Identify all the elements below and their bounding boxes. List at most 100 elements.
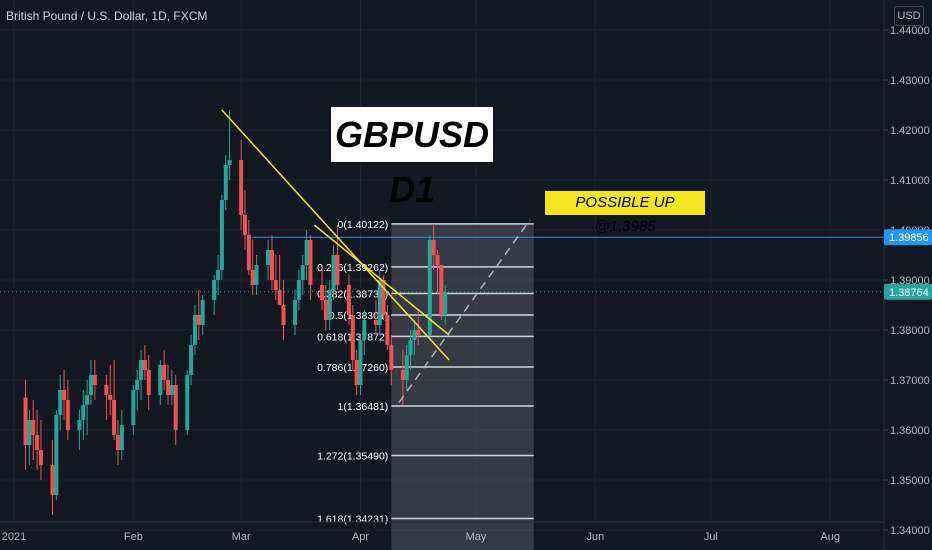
candle-up [119,425,124,450]
time-tick-label: Aug [820,531,840,543]
price-tick-label: 1.36000 [890,425,930,437]
candle-up [293,300,298,325]
candle-up [227,160,232,165]
candle-up [300,265,305,280]
candle-down [281,305,286,325]
candle-down [246,235,251,270]
candle-down [308,240,313,285]
candle-down [277,290,282,305]
fib-level-label: 1(1.36481) [338,401,389,413]
candle-up [131,390,136,425]
currency-button[interactable]: USD [894,6,924,26]
candle-down [431,240,436,255]
candle-up [304,240,309,265]
price-tick-label: 1.35000 [890,475,930,487]
candle-up [358,340,363,385]
candle-down [243,215,247,235]
candle-down [416,330,421,335]
candle-up [192,315,197,345]
candle-down [269,250,274,280]
candle-up [404,355,409,380]
price-tick-label: 1.34000 [890,525,930,537]
price-tick-label: 1.37000 [890,375,930,387]
candle-up [327,290,332,320]
candle-up [81,405,86,420]
price-tick-label: 1.43000 [890,75,930,87]
trendline [221,109,450,361]
fibonacci-retracement: 0(1.40122) 0.236(1.39262) 0.382(1.38731) 0.… [317,219,534,550]
candle-up [189,345,194,375]
price-tick-label: 1.42000 [890,125,930,137]
price-tick-label: 1.38000 [890,325,930,337]
trendline [313,224,450,336]
candle-down [35,435,40,450]
candle-down [108,395,113,400]
candle-up [58,390,63,415]
price-label-text: 1.39856 [889,232,929,244]
fib-level-label: 1.272(1.35490) [317,451,388,463]
drawing-lines [0,109,884,403]
candle-down [385,315,390,345]
candle-up [219,200,224,270]
candlestick-series [23,110,448,515]
time-tick-label: 2021 [2,531,26,543]
candle-up [77,420,82,430]
candle-down [65,400,70,430]
candle-down [38,450,43,465]
candle-up [362,320,367,340]
candle-down [112,400,117,435]
candle-down [104,385,109,395]
price-tick-label: 1.44000 [890,25,930,37]
target-annotation[interactable]: POSSIBLE UP @1.3985 [545,191,705,235]
candle-down [196,315,201,325]
candle-up [427,240,432,335]
fib-zone [391,223,534,550]
candle-up [185,375,190,430]
candle-down [239,160,244,215]
candle-down [250,270,255,285]
candle-down [31,420,36,435]
candle-down [142,360,147,370]
price-label-badge [884,229,932,246]
time-tick-label: Feb [124,531,143,543]
fib-level-label: 0.236(1.39262) [317,262,388,274]
candle-down [400,370,405,380]
candle-up [377,280,382,325]
candle-up [169,385,174,395]
candle-down [346,285,351,315]
candle-up [408,340,413,355]
candle-up [254,265,259,285]
candle-down [350,315,355,360]
candle-up [266,250,271,265]
chart-title-annotation[interactable]: GBPUSD D1 [331,107,493,210]
time-tick-label: Jul [704,531,718,543]
candle-down [23,397,28,445]
fib-level-label: 1.618(1.34231) [317,513,388,525]
time-axis: 2021 Feb Mar Apr May Jun Jul Aug [0,521,884,543]
candle-up [158,365,163,395]
price-label-text: 1.38764 [889,287,929,299]
candle-down [166,380,170,395]
candle-up [212,280,217,300]
candle-up [296,280,301,300]
fib-level-label: 0(1.40122) [338,219,389,231]
candle-up [89,375,93,395]
candle-down [323,300,328,320]
candle-up [216,270,221,280]
time-tick-label: Jun [586,531,604,543]
candle-down [381,280,386,315]
candle-down [162,365,167,380]
candle-down [173,385,178,430]
symbol-description: British Pound / U.S. Dollar, 1D, FXCM [6,9,208,23]
candle-down [62,390,67,400]
candle-down [439,265,444,315]
candle-up [139,360,144,380]
price-axis: 1.440001.430001.420001.410001.400001.390… [883,0,932,550]
fib-level-label: 0.382(1.38731) [317,288,388,300]
candle-up [27,420,32,445]
fib-level-label: 0.5(1.38301) [329,310,389,322]
candle-down [389,345,394,370]
price-label-badge [884,283,932,300]
candle-up [223,165,228,200]
